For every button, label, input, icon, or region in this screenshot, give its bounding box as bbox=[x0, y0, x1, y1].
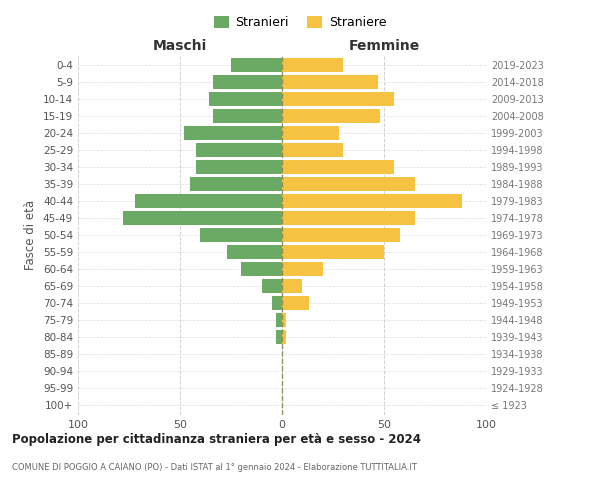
Bar bbox=[272, 296, 282, 310]
Bar bbox=[123, 211, 282, 225]
Bar bbox=[196, 160, 282, 174]
Bar bbox=[212, 76, 282, 89]
Bar bbox=[190, 178, 282, 191]
Bar bbox=[282, 58, 343, 72]
Bar bbox=[282, 110, 380, 123]
Bar bbox=[282, 211, 415, 225]
Bar bbox=[282, 262, 323, 276]
Bar bbox=[282, 126, 339, 140]
Bar bbox=[262, 279, 282, 292]
Bar bbox=[282, 76, 378, 89]
Bar bbox=[282, 92, 394, 106]
Bar bbox=[196, 144, 282, 157]
Bar bbox=[276, 330, 282, 344]
Bar bbox=[282, 313, 286, 326]
Bar bbox=[282, 160, 394, 174]
Bar bbox=[282, 296, 308, 310]
Bar bbox=[282, 194, 461, 208]
Text: COMUNE DI POGGIO A CAIANO (PO) - Dati ISTAT al 1° gennaio 2024 - Elaborazione TU: COMUNE DI POGGIO A CAIANO (PO) - Dati IS… bbox=[12, 463, 417, 472]
Bar bbox=[231, 58, 282, 72]
Bar bbox=[184, 126, 282, 140]
Bar bbox=[282, 330, 286, 344]
Bar bbox=[241, 262, 282, 276]
Bar bbox=[282, 144, 343, 157]
Bar bbox=[276, 313, 282, 326]
Text: Maschi: Maschi bbox=[153, 38, 207, 52]
Bar bbox=[212, 110, 282, 123]
Legend: Stranieri, Straniere: Stranieri, Straniere bbox=[209, 11, 391, 34]
Bar bbox=[282, 178, 415, 191]
Bar bbox=[135, 194, 282, 208]
Text: Femmine: Femmine bbox=[349, 38, 419, 52]
Y-axis label: Fasce di età: Fasce di età bbox=[25, 200, 37, 270]
Bar bbox=[282, 279, 302, 292]
Bar bbox=[200, 228, 282, 242]
Bar bbox=[282, 228, 400, 242]
Bar bbox=[282, 245, 384, 259]
Bar bbox=[227, 245, 282, 259]
Bar bbox=[209, 92, 282, 106]
Text: Popolazione per cittadinanza straniera per età e sesso - 2024: Popolazione per cittadinanza straniera p… bbox=[12, 432, 421, 446]
